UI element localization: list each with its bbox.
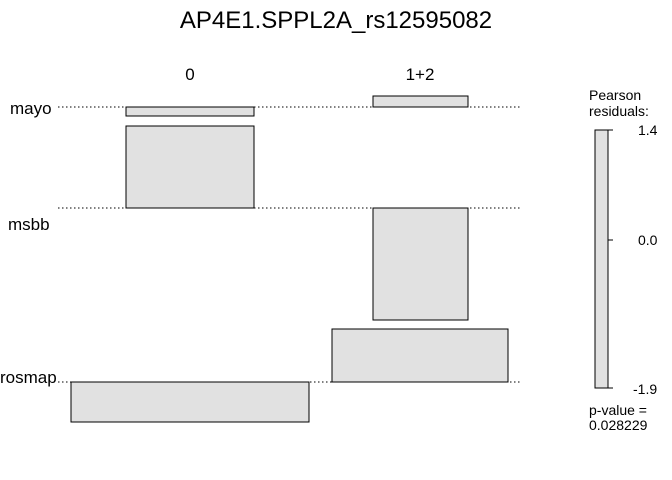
column-label-0: 0 [185, 65, 194, 84]
pvalue-value: 0.028229 [589, 417, 648, 433]
row-label-mayo: mayo [10, 99, 52, 118]
chart-title: AP4E1.SPPL2A_rs12595082 [180, 7, 492, 34]
legend-color-bar [594, 129, 609, 389]
cell-0-rosmap [70, 381, 310, 423]
row-label-msbb: msbb [8, 215, 50, 234]
cell-1-rosmap [331, 328, 509, 383]
cell-1-mayo [372, 95, 469, 108]
column-label-1: 1+2 [406, 65, 435, 84]
cell-1-msbb [372, 207, 469, 321]
pvalue-label: p-value = [589, 402, 647, 418]
legend-title-line2: residuals: [589, 103, 649, 119]
legend-title-line1: Pearson [589, 87, 641, 103]
legend-min-label: -1.9 [633, 381, 657, 397]
row-label-rosmap: rosmap [0, 368, 57, 387]
cell-0-mayo [125, 106, 255, 117]
legend-max-label: 1.4 [638, 122, 658, 138]
legend-mid-label: 0.0 [638, 232, 658, 248]
cell-0-msbb [125, 125, 255, 209]
